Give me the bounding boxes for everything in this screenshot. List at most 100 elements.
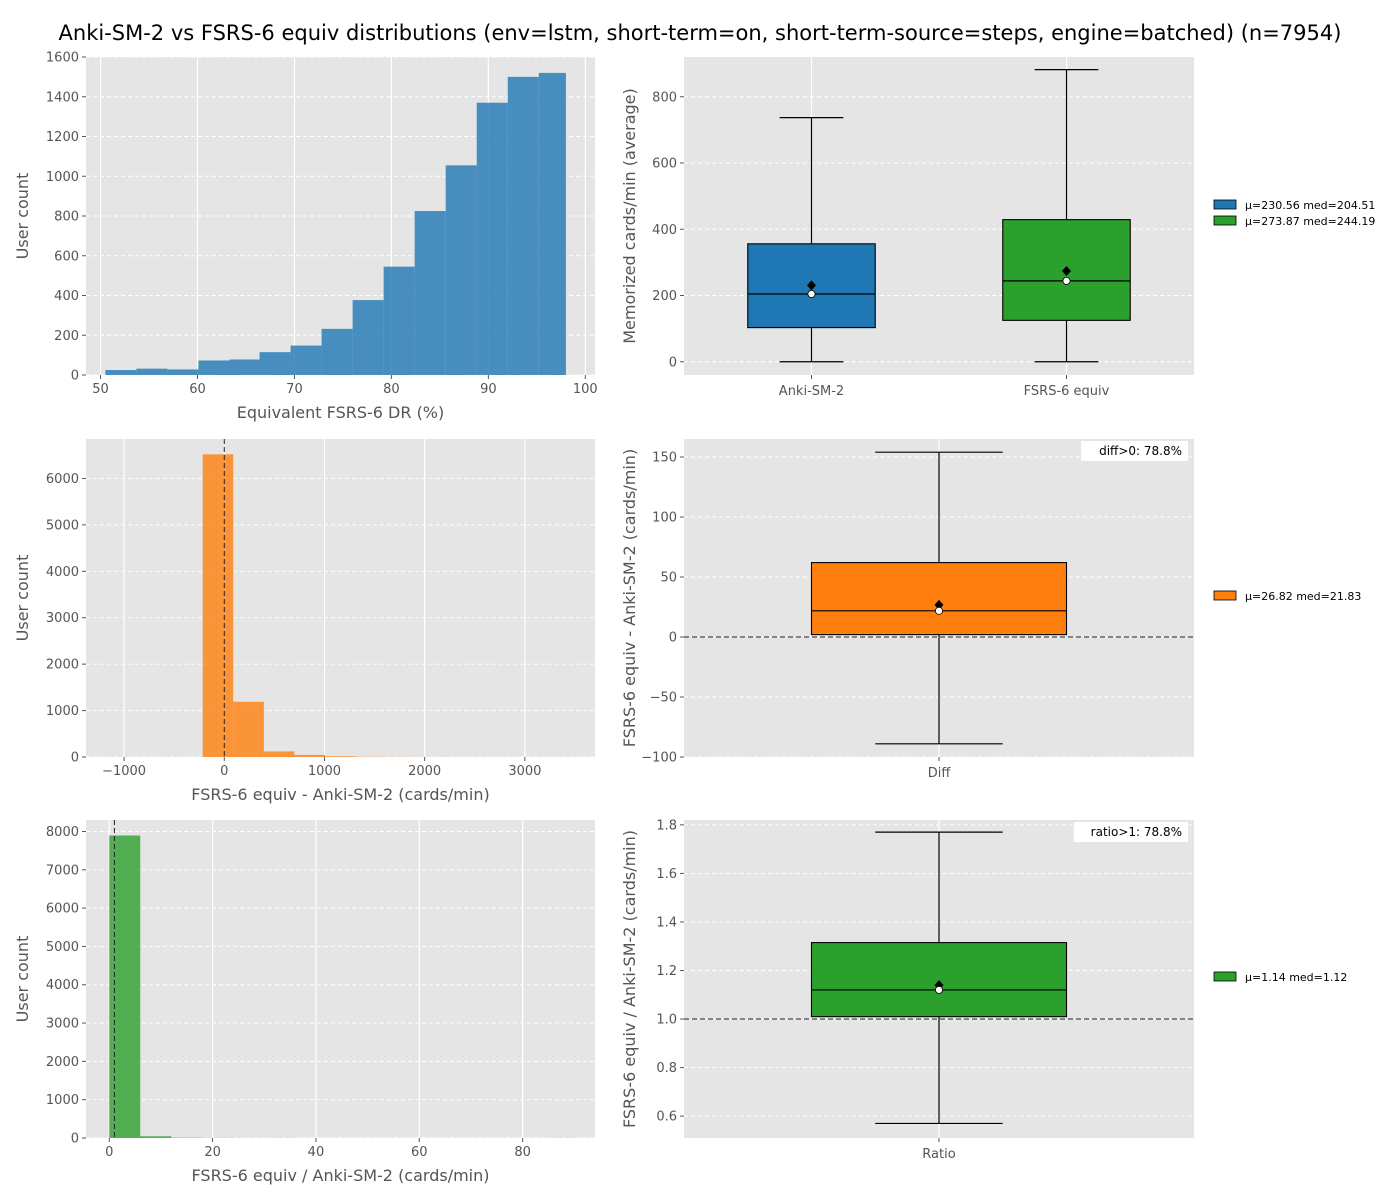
x-tick-label: 0 (105, 1145, 113, 1160)
hist_ratio-panel: 0 20 40 60 80 0 1000 2000 3000 4000 5000 6000 7000 80… (13, 820, 595, 1185)
median-marker (935, 985, 944, 994)
x-tick-label: 90 (480, 382, 497, 397)
x-tick-label: 0 (220, 764, 228, 779)
histogram-bar (538, 72, 566, 376)
box_ratio-panel: Ratio 0.6 0.8 1.0 1.2 1.4 1.6 1.8 FSRS-6 equiv /… (620, 818, 1347, 1162)
figure-title: Anki-SM-2 vs FSRS-6 equiv distributions … (59, 21, 1342, 45)
median-marker (935, 606, 944, 615)
x-tick-label: 80 (514, 1145, 531, 1160)
histogram-bar (259, 352, 291, 375)
histogram-bar (140, 1136, 172, 1138)
box_diff-panel: Diff −100 −50 0 50 100 150 FSRS-6 equiv - Anki-… (620, 439, 1361, 781)
category-label: Diff (928, 766, 952, 781)
category-label: Anki-SM-2 (779, 384, 844, 399)
x-axis-label: Equivalent FSRS-6 DR (%) (237, 403, 445, 422)
histogram-bar (445, 165, 477, 375)
histogram-bar (109, 835, 141, 1138)
x-tick-label: 60 (411, 1145, 428, 1160)
y-tick-label: 3000 (46, 611, 79, 626)
x-tick-label: 2000 (408, 764, 441, 779)
y-tick-label: 800 (54, 210, 79, 225)
histogram-bar (414, 211, 446, 375)
y-tick-label: 200 (54, 329, 79, 344)
y-tick-label: 400 (54, 289, 79, 304)
annotation-box (1073, 822, 1188, 842)
legend-entry: μ=273.87 med=244.19 (1245, 215, 1375, 228)
chart-panels: 50 60 70 80 90 100020040060080010001200140016… (13, 51, 1375, 1186)
legend-entry: μ=26.82 med=21.83 (1245, 590, 1361, 603)
y-tick-label: 0 (71, 369, 79, 384)
legend-swatch (1213, 590, 1237, 601)
hist_diff-panel: −1000 0 1000 2000 3000 0 1000 2000 3000 4000 5000 6… (13, 439, 595, 804)
median-marker (1062, 276, 1071, 285)
histogram-bar (167, 369, 199, 375)
histogram-bar (476, 102, 508, 376)
y-tick-label: 1000 (46, 1093, 79, 1108)
y-axis-label: FSRS-6 equiv - Anki-SM-2 (cards/min) (620, 449, 639, 747)
category-label: Ratio (922, 1147, 955, 1162)
y-tick-label: 1000 (46, 170, 79, 185)
y-tick-label: 1.2 (656, 964, 677, 979)
y-tick-label: 1600 (46, 51, 79, 66)
histogram-bar (136, 368, 168, 375)
histogram-bar (321, 328, 353, 375)
y-axis-label: FSRS-6 equiv / Anki-SM-2 (cards/min) (620, 830, 639, 1128)
y-tick-label: 6000 (46, 902, 79, 917)
histogram-bar (233, 701, 264, 757)
hist_ratio-axes-bg (86, 820, 595, 1138)
legend-swatch (1213, 971, 1237, 982)
x-axis-label: FSRS-6 equiv - Anki-SM-2 (cards/min) (191, 785, 489, 804)
y-tick-label: 5000 (46, 518, 79, 533)
y-tick-label: 0 (669, 355, 677, 370)
y-tick-label: 1.0 (656, 1013, 677, 1028)
y-tick-label: 600 (652, 157, 677, 172)
y-tick-label: 5000 (46, 940, 79, 955)
y-tick-label: 4000 (46, 978, 79, 993)
histogram-bar (202, 454, 234, 757)
y-tick-label: 400 (652, 223, 677, 238)
legend-entry: μ=1.14 med=1.12 (1245, 971, 1347, 984)
y-tick-label: 3000 (46, 1017, 79, 1032)
y-tick-label: 150 (652, 451, 677, 466)
x-tick-label: 80 (383, 382, 400, 397)
y-tick-label: 6000 (46, 472, 79, 487)
box-iqr (810, 562, 1068, 636)
mean-marker (934, 599, 944, 610)
y-tick-label: 2000 (46, 1055, 79, 1070)
y-tick-label: −50 (650, 691, 677, 706)
legend-entry: μ=230.56 med=204.51 (1245, 199, 1375, 212)
y-axis-label: User count (13, 555, 32, 642)
box_memorized-panel: Anki-SM-2 FSRS-6 equiv 0 200 400 600 800 Memori… (620, 57, 1375, 399)
annotation-text: ratio>1: 78.8% (1091, 825, 1182, 839)
x-tick-label: 60 (189, 382, 206, 397)
histogram-bar (198, 360, 230, 375)
x-tick-label: 3000 (508, 764, 541, 779)
y-tick-label: 1400 (46, 90, 79, 105)
y-axis-label: User count (13, 936, 32, 1023)
y-tick-label: 0.8 (656, 1061, 677, 1076)
y-tick-label: 100 (652, 511, 677, 526)
y-tick-label: 0 (669, 631, 677, 646)
mean-marker (807, 280, 816, 291)
histogram-bar (352, 300, 384, 375)
hist_diff-axes-bg (86, 439, 595, 757)
y-tick-label: 1200 (46, 130, 79, 145)
y-tick-label: 800 (652, 90, 677, 105)
category-label: FSRS-6 equiv (1024, 384, 1110, 399)
histogram-bar (229, 359, 260, 375)
y-tick-label: 0 (71, 1132, 79, 1147)
annotation-box (1081, 441, 1188, 461)
histogram-bar (294, 754, 325, 757)
legend-swatch (1213, 199, 1237, 210)
y-tick-label: 8000 (46, 825, 79, 840)
y-tick-label: 1.8 (656, 818, 677, 833)
y-tick-label: 200 (652, 289, 677, 304)
y-tick-label: 1.4 (656, 915, 677, 930)
y-tick-label: 0.6 (656, 1110, 677, 1125)
x-tick-label: 40 (308, 1145, 325, 1160)
x-tick-label: 1000 (308, 764, 341, 779)
annotation-text: diff>0: 78.8% (1099, 444, 1182, 458)
y-tick-label: 1000 (46, 704, 79, 719)
legend-swatch (1213, 215, 1237, 226)
